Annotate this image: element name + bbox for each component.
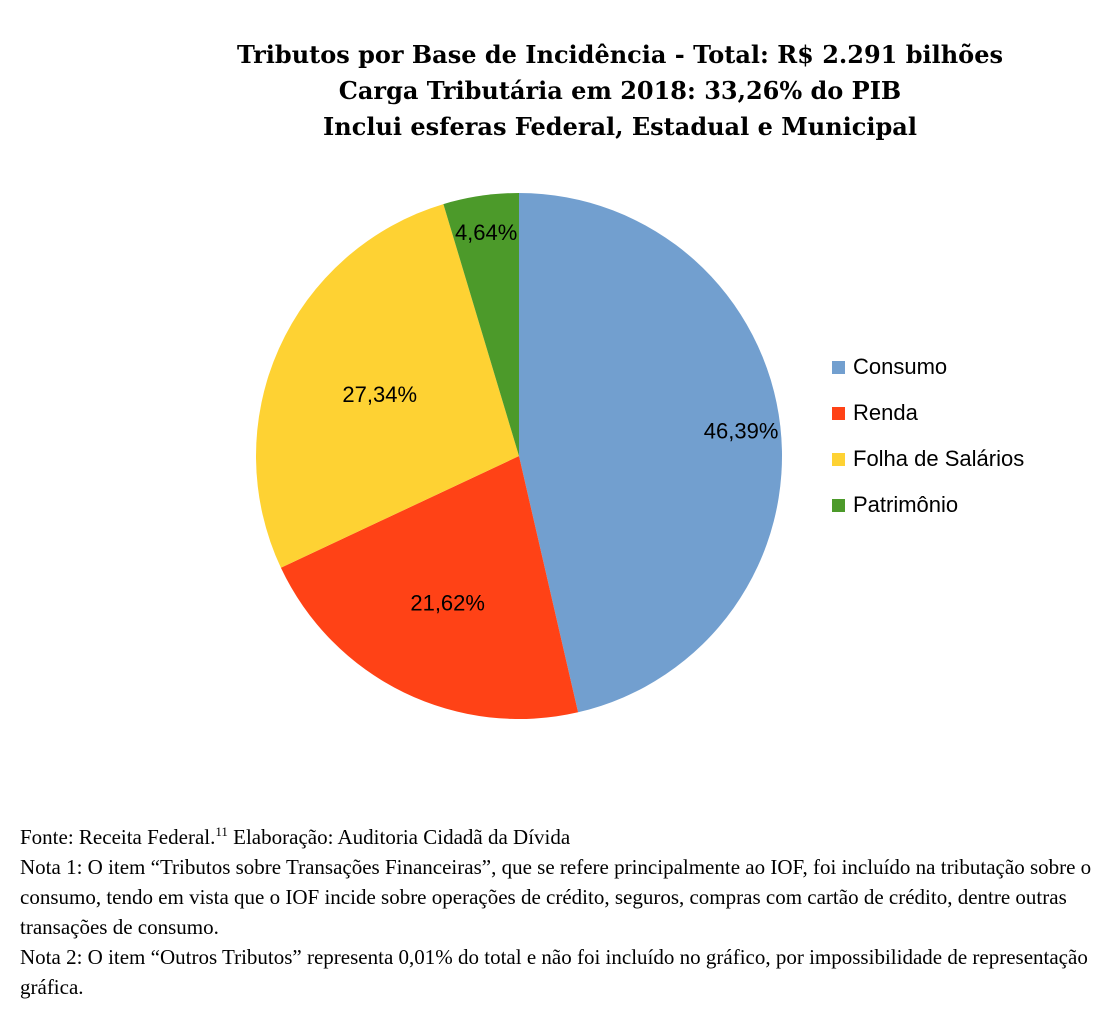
pie-slice-consumo (519, 193, 782, 713)
legend-swatch-patrimonio (832, 498, 845, 512)
legend-item-folha: Folha de Salários (832, 444, 1024, 474)
legend-label-patrimonio: Patrimônio (853, 492, 959, 517)
pie-slice-folha (256, 204, 519, 568)
pie-slice-renda (280, 456, 579, 719)
pie-chart: 46,39% 21,62% 27,34% 4,64% (256, 193, 782, 719)
slice-label-patrimonio: 4,64% (455, 220, 517, 245)
note-1: Nota 1: O item “Tributos sobre Transaçõe… (20, 855, 1092, 939)
slice-label-renda: 21,62% (410, 591, 485, 616)
legend-swatch-consumo (832, 360, 845, 374)
legend-label-consumo: Consumo (853, 354, 948, 379)
source-line: Fonte: Receita Federal.11 Elaboração: Au… (20, 822, 1100, 852)
pie-slice-patrimonio (443, 193, 519, 456)
chart-title-line-3: Inclui esferas Federal, Estadual e Munic… (323, 112, 917, 141)
chart-notes: Fonte: Receita Federal.11 Elaboração: Au… (20, 822, 1100, 1002)
note-2: Nota 2: O item “Outros Tributos” represe… (20, 945, 1088, 999)
legend-label-folha: Folha de Salários (853, 446, 1025, 471)
slice-label-consumo: 46,39% (704, 419, 779, 444)
source-footnote-ref: 11 (215, 824, 228, 839)
legend-swatch-folha (832, 452, 845, 466)
legend-item-patrimonio: Patrimônio (832, 490, 1024, 520)
legend-item-renda: Renda (832, 398, 1024, 428)
chart-legend: Consumo Renda Folha de Salários Patrimôn… (832, 352, 1024, 536)
chart-title-line-1: Tributos por Base de Incidência - Total:… (237, 40, 1003, 69)
legend-label-renda: Renda (853, 400, 918, 425)
source-prefix: Fonte: Receita Federal. (20, 825, 216, 849)
chart-title-line-2: Carga Tributária em 2018: 33,26% do PIB (338, 76, 902, 105)
legend-swatch-renda (832, 406, 845, 420)
slice-label-folha: 27,34% (342, 382, 417, 407)
source-suffix: Elaboração: Auditoria Cidadã da Dívida (227, 825, 571, 849)
legend-item-consumo: Consumo (832, 352, 1024, 382)
